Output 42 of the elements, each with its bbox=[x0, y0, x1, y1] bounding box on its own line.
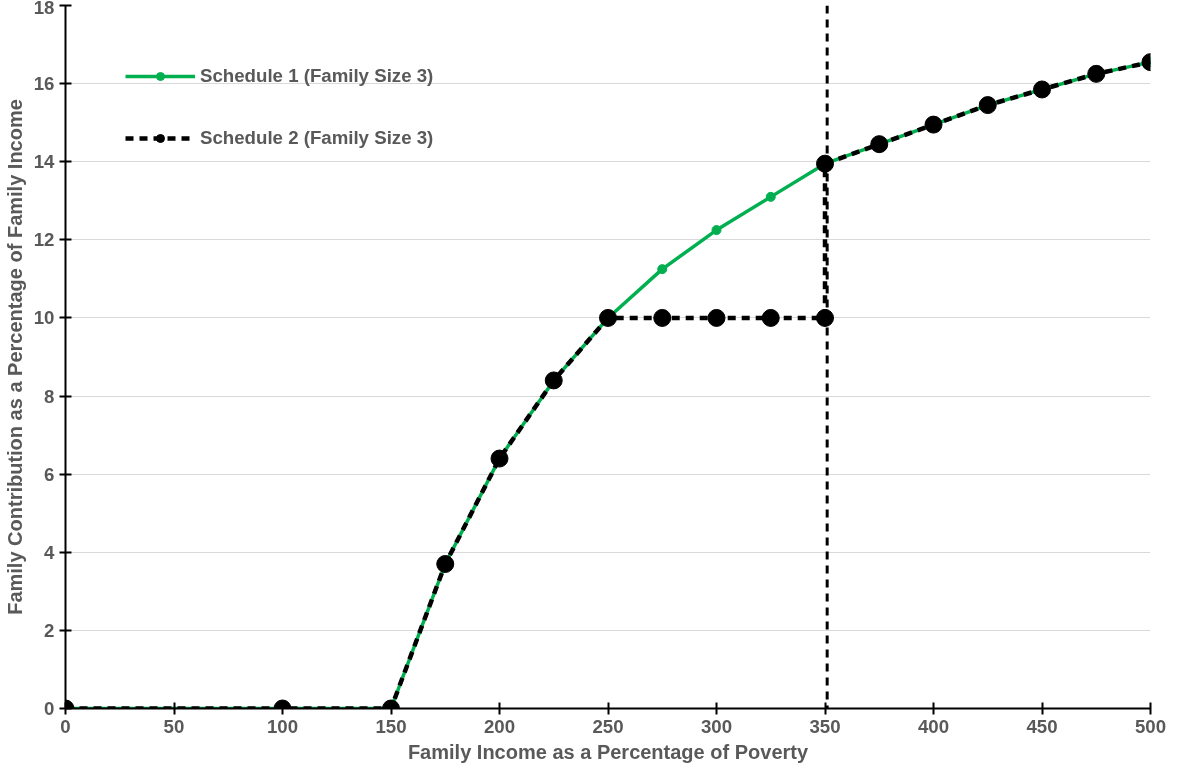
x-tick-label: 450 bbox=[1026, 715, 1058, 737]
point bbox=[599, 308, 617, 327]
legend-label: Schedule 2 (Family Size 3) bbox=[200, 127, 434, 149]
point bbox=[490, 449, 509, 468]
y-axis-title: Family Contribution as a Percentage of Family Income bbox=[3, 99, 26, 615]
x-tick-label: 50 bbox=[163, 715, 185, 737]
point bbox=[761, 308, 780, 327]
point bbox=[870, 135, 889, 154]
x-tick-label: 400 bbox=[917, 715, 950, 737]
x-tick-label: 100 bbox=[266, 715, 299, 737]
point bbox=[978, 96, 997, 115]
x-tick-label: 250 bbox=[592, 715, 624, 737]
point bbox=[657, 264, 668, 275]
point bbox=[765, 191, 776, 202]
point bbox=[711, 225, 722, 236]
point bbox=[1087, 64, 1106, 83]
x-tick-label: 500 bbox=[1134, 715, 1167, 737]
x-tick-label: 200 bbox=[483, 715, 516, 737]
y-tick-label: 10 bbox=[33, 307, 55, 329]
y-tick-label: 6 bbox=[44, 463, 55, 485]
y-tick-label: 4 bbox=[44, 541, 56, 563]
y-tick-label: 8 bbox=[44, 385, 55, 407]
x-tick-label: 350 bbox=[809, 715, 841, 737]
x-axis-title: Family Income as a Percentage of Poverty bbox=[407, 740, 809, 763]
x-tick-label: 300 bbox=[700, 715, 733, 737]
y-tick-label: 2 bbox=[44, 619, 55, 641]
y-tick-label: 16 bbox=[33, 73, 55, 95]
point bbox=[816, 308, 834, 327]
y-tick-label: 18 bbox=[33, 0, 55, 18]
x-tick-label: 150 bbox=[375, 715, 407, 737]
y-tick-label: 14 bbox=[33, 151, 56, 173]
x-tick-label: 0 bbox=[60, 715, 71, 737]
point bbox=[707, 308, 726, 327]
point bbox=[924, 115, 943, 134]
point bbox=[436, 555, 455, 573]
legend-label: Schedule 1 (Family Size 3) bbox=[200, 65, 434, 87]
point bbox=[544, 371, 563, 390]
point bbox=[816, 154, 834, 173]
point bbox=[1033, 80, 1051, 99]
y-tick-label: 12 bbox=[33, 229, 55, 251]
point bbox=[653, 308, 672, 327]
y-tick-label: 0 bbox=[44, 698, 55, 719]
